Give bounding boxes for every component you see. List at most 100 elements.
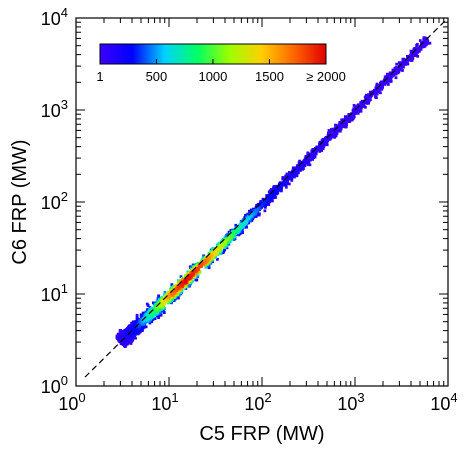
data-point <box>145 316 148 320</box>
y-tick-label: 103 <box>41 97 68 121</box>
data-point <box>181 285 184 289</box>
data-point <box>415 44 419 48</box>
data-point <box>423 36 427 40</box>
data-point <box>140 315 144 319</box>
data-point <box>296 168 300 172</box>
data-point <box>395 67 399 70</box>
data-point <box>386 83 390 86</box>
data-point <box>243 216 247 219</box>
data-point <box>293 169 297 173</box>
data-point <box>162 309 165 313</box>
data-point <box>399 64 403 67</box>
data-point <box>350 113 354 117</box>
data-point <box>231 228 234 232</box>
data-point <box>227 236 231 240</box>
data-point <box>318 145 322 149</box>
data-point <box>163 290 167 294</box>
data-point <box>119 329 122 332</box>
data-point <box>394 76 398 80</box>
data-point <box>211 260 215 263</box>
data-point <box>344 120 347 124</box>
data-point <box>199 265 202 269</box>
y-tick-label: 100 <box>41 373 68 397</box>
data-point <box>241 228 244 232</box>
data-point <box>204 265 208 269</box>
data-point <box>306 156 310 160</box>
data-point <box>226 240 230 244</box>
data-point <box>179 275 183 278</box>
data-point <box>225 246 229 250</box>
data-point <box>184 280 187 284</box>
data-point <box>251 216 255 220</box>
data-point <box>367 94 371 97</box>
data-point <box>369 94 373 98</box>
data-point <box>136 327 139 331</box>
data-point <box>154 310 157 314</box>
data-point <box>201 257 205 261</box>
data-point <box>312 151 315 155</box>
data-point <box>340 124 344 127</box>
data-point <box>142 322 145 326</box>
data-point <box>310 149 314 153</box>
data-point <box>245 225 248 229</box>
data-point <box>296 166 300 170</box>
data-point <box>167 295 170 299</box>
x-tick-label: 100 <box>58 390 85 414</box>
data-point <box>223 248 226 252</box>
data-point <box>309 158 312 162</box>
data-point <box>395 71 399 74</box>
data-point <box>135 313 139 317</box>
data-point <box>321 141 325 145</box>
data-point <box>214 256 218 259</box>
data-point <box>135 315 139 319</box>
data-point <box>140 325 143 328</box>
data-point <box>177 296 180 300</box>
data-point <box>267 190 271 194</box>
colorbar-tick-label: 1500 <box>255 69 284 84</box>
data-point <box>362 100 366 104</box>
data-point <box>145 302 149 306</box>
data-point <box>271 199 274 203</box>
colorbar-tick-label: ≥ 2000 <box>306 69 346 84</box>
data-point <box>222 250 225 254</box>
data-point <box>338 125 342 128</box>
data-point <box>210 253 213 257</box>
data-point <box>331 132 335 136</box>
data-point <box>193 270 196 274</box>
data-point <box>270 189 274 193</box>
data-point <box>409 53 413 56</box>
data-point <box>357 107 361 111</box>
data-point <box>220 242 224 246</box>
data-point <box>347 116 351 119</box>
data-point <box>327 129 331 132</box>
data-point <box>426 42 430 45</box>
data-point <box>392 71 396 74</box>
data-point <box>360 99 364 103</box>
x-tick-label: 104 <box>430 390 457 414</box>
data-point <box>388 78 392 82</box>
data-point <box>170 283 174 287</box>
data-point <box>248 209 251 213</box>
data-point <box>284 175 288 178</box>
data-point <box>219 252 223 255</box>
y-axis-title: C6 FRP (MW) <box>9 139 31 264</box>
data-point <box>352 104 356 107</box>
colorbar-tick-labels: 1 500 1000 1500 ≥ 2000 <box>96 69 345 84</box>
data-point <box>182 286 186 289</box>
data-point <box>179 283 183 287</box>
data-point <box>372 92 376 96</box>
data-point <box>406 62 410 66</box>
data-point <box>330 129 334 132</box>
data-point <box>189 279 193 283</box>
data-point <box>312 154 316 158</box>
data-point <box>184 287 188 290</box>
data-point <box>265 198 269 202</box>
data-point <box>119 342 123 345</box>
data-point <box>141 311 145 315</box>
data-point <box>190 273 194 277</box>
data-point <box>353 109 357 113</box>
data-point <box>238 226 242 229</box>
data-point <box>306 163 310 166</box>
data-point <box>356 109 360 113</box>
